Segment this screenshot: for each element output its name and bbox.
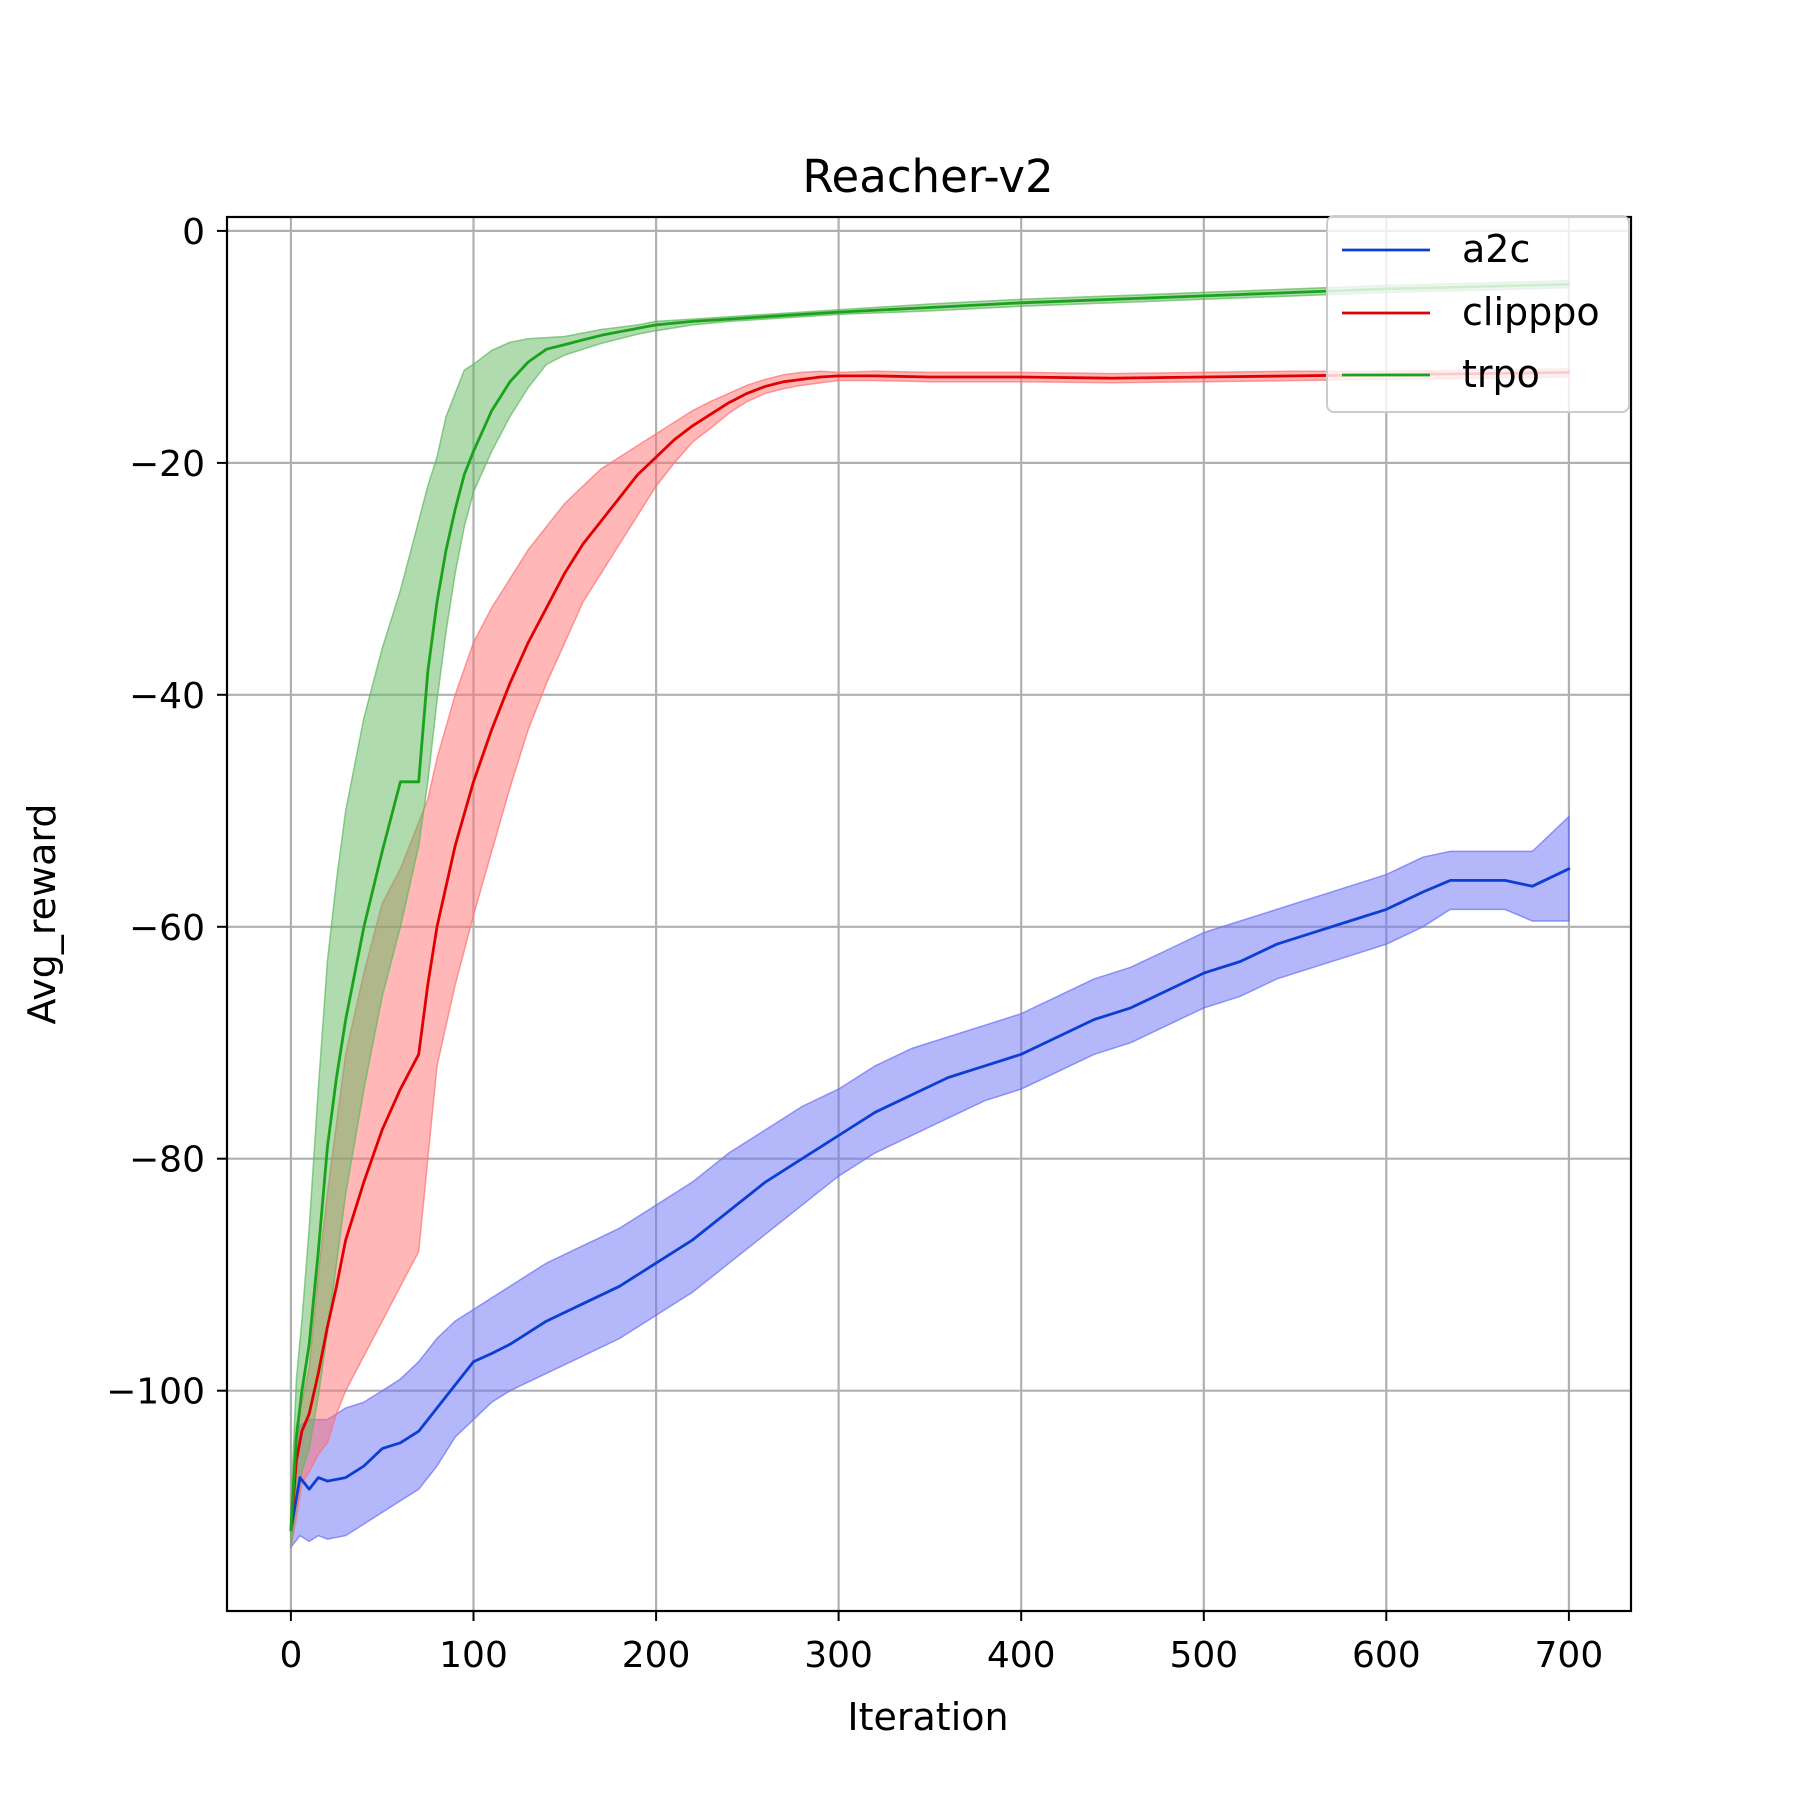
x-tick-label: 300 — [804, 1635, 873, 1676]
y-tick-label: −60 — [129, 908, 205, 949]
band-a2c — [290, 814, 1570, 1550]
x-axis-label: Iteration — [847, 1695, 1008, 1739]
x-tick-label: 500 — [1169, 1635, 1238, 1676]
x-tick-label: 200 — [622, 1635, 691, 1676]
x-tick-label: 600 — [1352, 1635, 1421, 1676]
y-tick-label: −40 — [129, 676, 205, 717]
line-trpo — [289, 282, 1571, 1532]
legend-label-clipppo: clipppo — [1462, 290, 1600, 334]
x-tick-label: 400 — [987, 1635, 1056, 1676]
chart-title: Reacher-v2 — [802, 150, 1053, 203]
legend-box — [1326, 215, 1630, 413]
line-clipppo — [289, 370, 1571, 1532]
y-axis-label: Avg_reward — [20, 804, 64, 1025]
x-axis-ticks: 0 100 200 300 400 500 600 700 — [279, 1611, 1603, 1676]
y-tick-label: −100 — [106, 1372, 205, 1413]
line-a2c — [289, 867, 1571, 1532]
legend-label-trpo: trpo — [1462, 352, 1540, 396]
legend-label-a2c: a2c — [1462, 227, 1530, 271]
plot-frame — [225, 215, 1633, 1613]
x-tick-label: 0 — [279, 1635, 302, 1676]
y-tick-label: 0 — [182, 212, 205, 253]
legend[interactable]: a2c clipppo trpo — [1326, 215, 1630, 413]
y-tick-label: −80 — [129, 1140, 205, 1181]
x-tick-label: 100 — [439, 1635, 508, 1676]
series-lines — [289, 282, 1571, 1532]
y-tick-label: −20 — [129, 444, 205, 485]
y-axis-ticks: 0 −20 −40 −60 −80 −100 — [106, 212, 227, 1413]
x-tick-label: 700 — [1535, 1635, 1604, 1676]
